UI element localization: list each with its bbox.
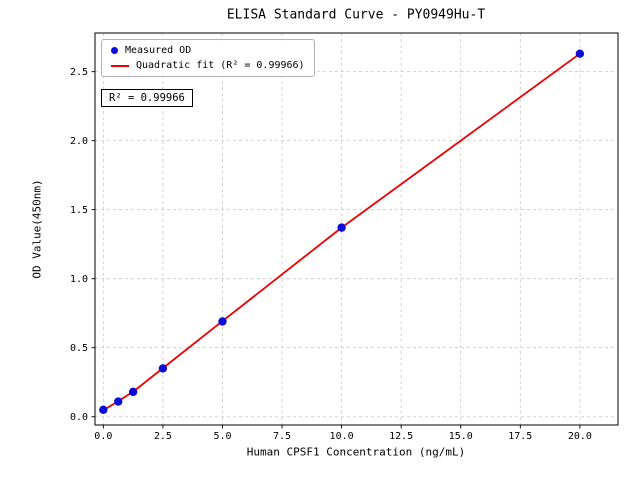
y-tick-label: 1.0 <box>70 274 88 285</box>
plot-border <box>94 32 619 426</box>
legend: Measured OD Quadratic fit (R² = 0.99966) <box>101 39 315 77</box>
scatter-marker-icon <box>111 47 118 54</box>
y-axis-label: OD Value(450nm) <box>30 179 44 279</box>
legend-item-measured-od: Measured OD <box>111 45 305 56</box>
legend-item-quadratic-fit: Quadratic fit (R² = 0.99966) <box>111 60 305 71</box>
y-tick-label: 0.5 <box>70 343 88 354</box>
legend-label-quadratic-fit: Quadratic fit (R² = 0.99966) <box>136 60 305 71</box>
data-point <box>128 387 138 397</box>
x-tick-label: 12.5 <box>389 431 413 442</box>
data-point <box>218 317 227 326</box>
x-tick-label: 2.5 <box>154 431 172 442</box>
x-tick-label: 20.0 <box>568 431 592 442</box>
data-point <box>158 364 168 373</box>
x-tick-label: 15.0 <box>449 431 473 442</box>
line-marker-icon <box>111 64 129 67</box>
x-tick-label: 0.0 <box>94 431 112 442</box>
y-tick-label: 1.5 <box>70 205 88 216</box>
y-tick-label: 0.0 <box>70 412 88 423</box>
legend-label-measured-od: Measured OD <box>125 45 192 56</box>
x-tick-label: 17.5 <box>508 431 532 442</box>
data-point <box>575 49 585 58</box>
r-squared-annotation: R² = 0.99966 <box>101 89 193 107</box>
y-tick-label: 2.0 <box>70 136 88 147</box>
x-tick-label: 10.0 <box>330 431 354 442</box>
chart-title: ELISA Standard Curve - PY0949Hu-T <box>226 7 486 23</box>
data-point <box>114 397 123 406</box>
y-tick-label: 2.5 <box>70 67 88 78</box>
x-tick-label: 7.5 <box>273 431 291 442</box>
x-axis-label: Human CPSF1 Concentration (ng/mL) <box>246 445 466 459</box>
x-tick-label: 5.0 <box>213 431 231 442</box>
data-point <box>337 223 346 232</box>
data-point <box>99 405 108 415</box>
